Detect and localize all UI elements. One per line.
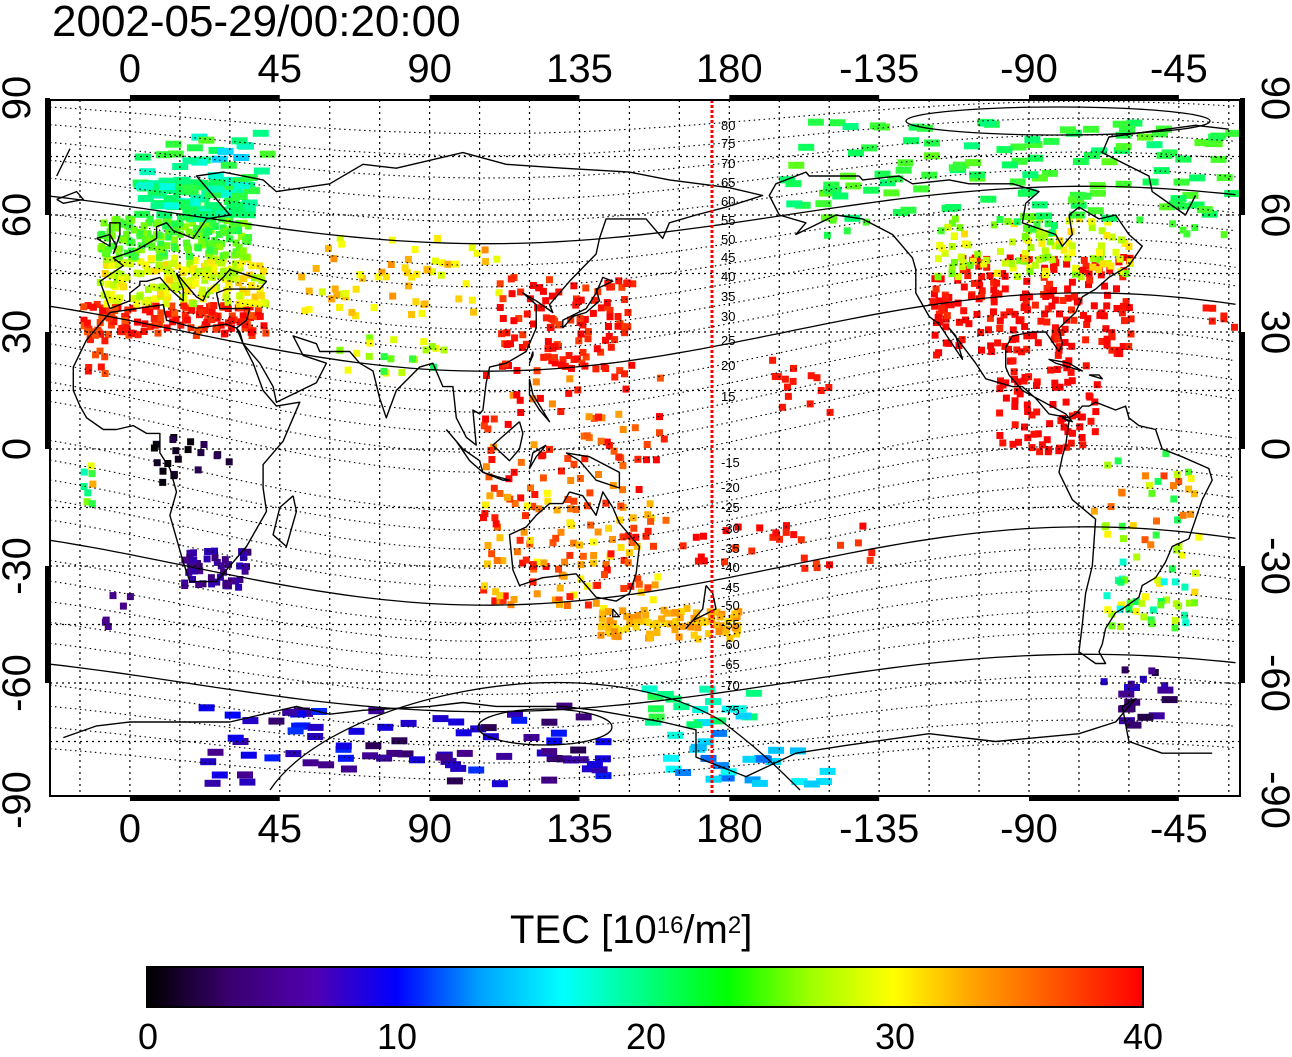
mlat-label--50: -50 — [721, 598, 740, 613]
left-tick-label: -30 — [0, 537, 39, 595]
top-tick-label: -135 — [839, 47, 919, 91]
mlat-label--65: -65 — [721, 657, 740, 672]
right-tick-label: -60 — [1253, 654, 1292, 712]
top-tick-label: 0 — [119, 47, 141, 91]
colorbar-tick-20: 20 — [625, 1016, 667, 1057]
right-tick-label: 0 — [1253, 438, 1292, 460]
mlat-label--75: -75 — [721, 703, 740, 718]
mlat-label-50: 50 — [721, 232, 735, 247]
bottom-tick-label: 135 — [546, 807, 613, 851]
mlat-label-60: 60 — [721, 194, 735, 209]
bottom-tick-label: 0 — [119, 807, 141, 851]
mlat-label--60: -60 — [721, 637, 740, 652]
frame-bars — [45, 95, 1245, 801]
mlat-label-80: 80 — [721, 118, 735, 133]
mlat-label-25: 25 — [721, 333, 735, 348]
mlat-label--45: -45 — [721, 580, 740, 595]
mlat-label-30: 30 — [721, 309, 735, 324]
left-tick-label: 30 — [0, 310, 39, 355]
top-tick-label: 45 — [258, 47, 303, 91]
bottom-tick-label: 180 — [696, 807, 763, 851]
mlat-label-55: 55 — [721, 213, 735, 228]
axis-tick-labels: 0 0 45 45 90 90 135 135 180 180 -135 -135 -90 -90 -45 -… — [0, 47, 1292, 851]
mlat-label-45: 45 — [721, 250, 735, 265]
right-tick-label: 60 — [1253, 193, 1292, 238]
mlat-label-40: 40 — [721, 269, 735, 284]
mlat-label-75: 75 — [721, 136, 735, 151]
mlat-label--55: -55 — [721, 617, 740, 632]
left-tick-label: 60 — [0, 193, 39, 238]
top-tick-label: 90 — [407, 47, 452, 91]
top-tick-label: 180 — [696, 47, 763, 91]
colorbar-tick-40: 40 — [1122, 1016, 1164, 1057]
colorbar-tick-30: 30 — [874, 1016, 916, 1057]
mlat-label--20: -20 — [721, 480, 740, 495]
map-title: 2002-05-29/00:20:00 — [52, 0, 461, 46]
mlat-label--40: -40 — [721, 560, 740, 575]
left-tick-label: -90 — [0, 771, 39, 829]
top-tick-label: 135 — [546, 47, 613, 91]
mlat-label--35: -35 — [721, 541, 740, 556]
top-tick-label: -45 — [1150, 47, 1208, 91]
bottom-tick-label: -90 — [1000, 807, 1058, 851]
bottom-tick-label: 90 — [407, 807, 452, 851]
right-tick-label: -90 — [1253, 771, 1292, 829]
coastlines — [56, 124, 1229, 778]
right-tick-label: 90 — [1253, 76, 1292, 121]
mlat-label-65: 65 — [721, 175, 735, 190]
mlat-label-35: 35 — [721, 289, 735, 304]
bottom-tick-label: 45 — [258, 807, 303, 851]
grid-lines — [50, 100, 1240, 796]
mlat-label-15: 15 — [721, 389, 735, 404]
left-tick-label: 90 — [0, 76, 39, 121]
mlat-label-20: 20 — [721, 358, 735, 373]
magnetic-latitude-labels: 80 75 70 65 60 55 50 45 40 35 30 25 20 15 -15 -20 -25 -30… — [721, 118, 740, 718]
mlat-label--25: -25 — [721, 500, 740, 515]
magnetic-latitude-contours — [50, 100, 1236, 791]
mlat-label--15: -15 — [721, 455, 740, 470]
mlat-label--70: -70 — [721, 678, 740, 693]
mlat-label--30: -30 — [721, 521, 740, 536]
colorbar — [146, 966, 1144, 1008]
mlat-label-70: 70 — [721, 156, 735, 171]
bottom-tick-label: -135 — [839, 807, 919, 851]
left-tick-label: -60 — [0, 654, 39, 712]
right-tick-label: 30 — [1253, 310, 1292, 355]
left-tick-label: 0 — [0, 438, 39, 460]
bottom-tick-label: -45 — [1150, 807, 1208, 851]
tec-data-points — [80, 118, 1240, 788]
colorbar-tick-10: 10 — [376, 1016, 418, 1057]
colorbar-tick-0: 0 — [137, 1016, 159, 1057]
top-tick-label: -90 — [1000, 47, 1058, 91]
right-tick-label: -30 — [1253, 537, 1292, 595]
colorbar-title: TEC [1016/m2] — [510, 908, 753, 952]
